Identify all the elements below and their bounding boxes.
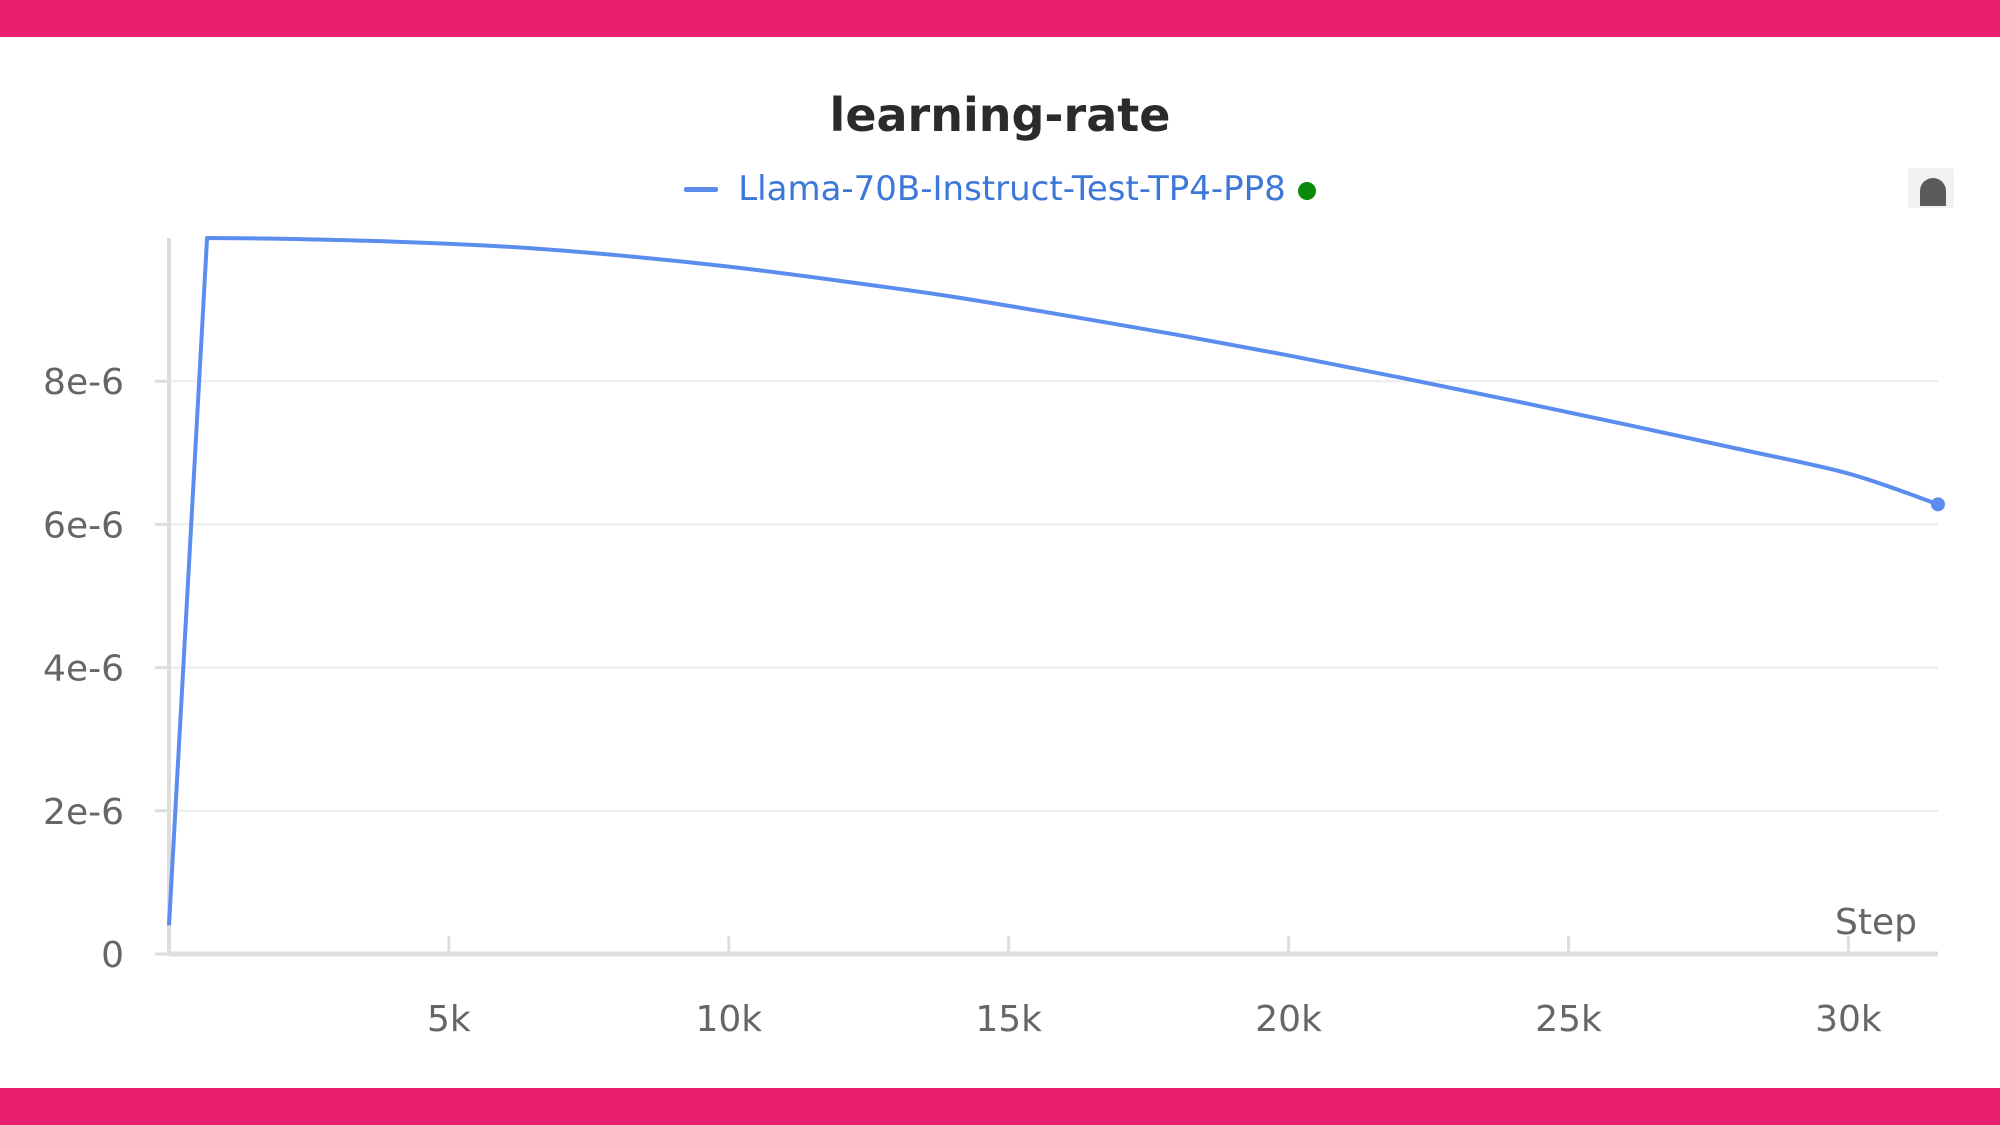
top-frame-bar xyxy=(0,0,2000,37)
x-tick-label: 10k xyxy=(695,999,762,1040)
panel-options-icon[interactable] xyxy=(1908,168,1954,208)
x-tick-label: 15k xyxy=(975,999,1042,1040)
legend-label[interactable]: Llama-70B-Instruct-Test-TP4-PP8 xyxy=(738,169,1286,209)
bottom-frame-bar xyxy=(0,1088,2000,1125)
y-tick-label: 6e-6 xyxy=(43,505,124,546)
legend[interactable]: Llama-70B-Instruct-Test-TP4-PP8 xyxy=(0,164,2000,214)
y-tick-label: 2e-6 xyxy=(43,792,124,833)
x-tick-label: 5k xyxy=(427,999,471,1040)
y-tick-label: 0 xyxy=(101,935,124,976)
series-line[interactable] xyxy=(167,236,1939,926)
legend-swatch xyxy=(684,186,719,192)
x-tick-label: 20k xyxy=(1255,999,1322,1040)
grid-lines xyxy=(169,380,1938,812)
series-layer xyxy=(167,236,1945,926)
chart-title: learning-rate xyxy=(829,88,1171,142)
y-tick-label: 4e-6 xyxy=(43,649,124,690)
y-tick-label: 8e-6 xyxy=(43,362,124,403)
series-endpoint[interactable] xyxy=(1931,497,1945,512)
x-tick-label: 30k xyxy=(1815,999,1882,1040)
x-axis-label: Step xyxy=(1835,902,1917,943)
run-status-dot-icon xyxy=(1297,182,1316,200)
axes xyxy=(155,238,1938,957)
tick-labels: 0 2e-6 4e-6 6e-6 8e-6 5k 10k 15k 20k 25k 30k xyxy=(43,362,1882,1040)
x-tick-label: 25k xyxy=(1535,999,1602,1040)
